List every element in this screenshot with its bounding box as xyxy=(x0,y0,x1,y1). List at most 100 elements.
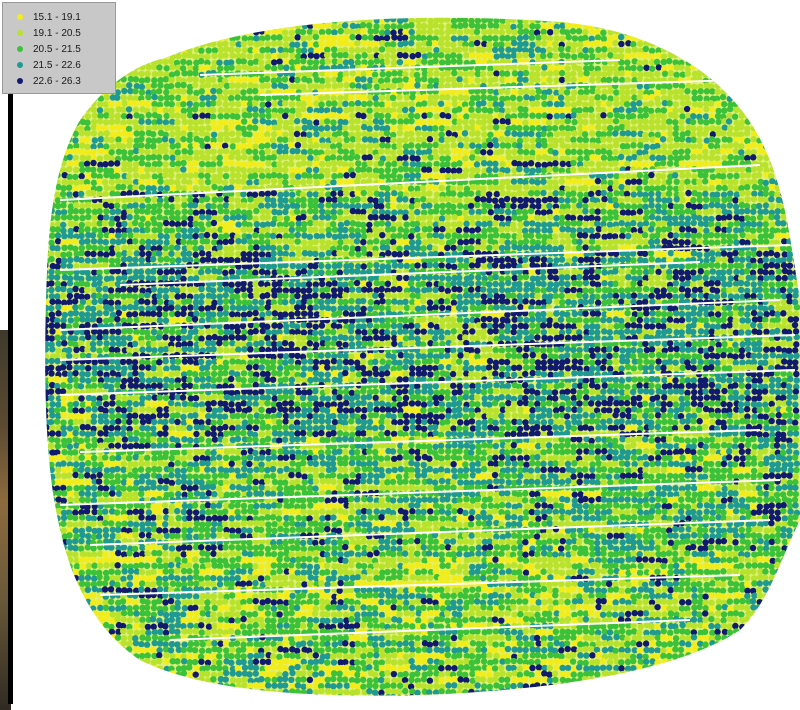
yield-point xyxy=(378,94,386,101)
yield-point xyxy=(349,112,356,119)
yield-point xyxy=(780,213,787,221)
yield-point xyxy=(421,83,428,91)
yield-point xyxy=(372,118,380,125)
yield-point xyxy=(347,53,355,60)
yield-point xyxy=(133,143,140,150)
yield-point xyxy=(180,17,187,23)
yield-point xyxy=(624,83,631,90)
yield-point xyxy=(233,88,241,96)
yield-point xyxy=(426,136,434,143)
yield-point xyxy=(671,17,679,23)
yield-point xyxy=(138,53,146,60)
yield-point xyxy=(247,196,254,203)
yield-point xyxy=(517,28,524,36)
yield-point xyxy=(487,101,494,108)
yield-point xyxy=(588,17,595,24)
yield-point xyxy=(733,119,741,127)
yield-point xyxy=(264,136,271,143)
yield-point xyxy=(115,131,122,138)
yield-point xyxy=(517,112,524,119)
yield-point xyxy=(481,40,488,48)
yield-point xyxy=(204,148,212,156)
yield-point xyxy=(751,35,758,42)
yield-point xyxy=(120,119,127,127)
yield-point xyxy=(786,238,793,245)
yield-point xyxy=(487,87,494,95)
yield-point xyxy=(781,172,788,179)
yield-point xyxy=(415,46,422,54)
yield-point xyxy=(168,17,175,24)
yield-point xyxy=(672,81,680,89)
yield-point xyxy=(750,149,758,156)
yield-point xyxy=(276,118,284,126)
yield-point xyxy=(108,118,116,126)
yield-point xyxy=(251,191,259,198)
yield-point xyxy=(768,190,776,197)
yield-point xyxy=(389,41,397,48)
yield-point xyxy=(433,191,441,198)
yield-point xyxy=(156,201,163,209)
yield-point xyxy=(401,71,409,78)
yield-point xyxy=(792,244,799,251)
yield-point xyxy=(690,136,697,144)
yield-point xyxy=(253,95,260,102)
yield-point xyxy=(282,226,289,234)
yield-point xyxy=(389,195,397,203)
yield-point xyxy=(233,107,241,115)
yield-point xyxy=(749,17,757,23)
yield-point xyxy=(624,130,632,137)
yield-point xyxy=(612,17,620,23)
yield-point xyxy=(443,143,451,150)
yield-point xyxy=(127,63,135,71)
yield-point xyxy=(774,184,782,192)
yield-point xyxy=(618,76,626,84)
yield-point xyxy=(475,106,482,114)
yield-point xyxy=(780,52,788,60)
yield-point xyxy=(636,178,643,185)
yield-point xyxy=(402,28,409,36)
yield-point xyxy=(113,172,121,180)
yield-point xyxy=(521,214,529,221)
yield-point xyxy=(678,118,685,126)
yield-point xyxy=(792,28,799,36)
yield-point xyxy=(689,28,697,36)
yield-point xyxy=(276,136,284,143)
yield-point xyxy=(174,142,182,149)
yield-point xyxy=(102,239,109,246)
yield-point xyxy=(397,226,404,233)
yield-point xyxy=(372,95,379,102)
yield-point xyxy=(541,17,548,23)
yield-point xyxy=(78,227,85,234)
yield-point xyxy=(756,214,764,221)
yield-point xyxy=(461,209,469,217)
yield-point xyxy=(773,28,781,35)
yield-point xyxy=(659,173,667,180)
yield-point xyxy=(367,148,374,156)
yield-point xyxy=(785,71,793,78)
yield-point xyxy=(577,89,585,96)
yield-point xyxy=(426,118,434,126)
yield-point xyxy=(337,52,344,59)
yield-point xyxy=(343,202,350,210)
yield-point xyxy=(769,221,776,228)
yield-point xyxy=(235,23,242,30)
yield-point xyxy=(553,17,560,24)
yield-point xyxy=(637,51,644,59)
yield-point xyxy=(468,172,476,179)
yield-point xyxy=(450,124,458,132)
yield-point xyxy=(461,17,469,24)
yield-point xyxy=(479,70,487,78)
yield-point xyxy=(289,17,296,24)
yield-point xyxy=(348,226,355,234)
yield-point xyxy=(294,64,301,71)
yield-point xyxy=(217,65,224,72)
yield-point xyxy=(217,93,224,101)
yield-point xyxy=(331,226,339,233)
yield-point xyxy=(48,106,55,114)
yield-point xyxy=(373,89,381,96)
yield-point xyxy=(672,28,679,35)
yield-point xyxy=(761,28,769,35)
yield-point xyxy=(401,106,409,114)
yield-point xyxy=(264,214,271,221)
yield-point xyxy=(438,232,445,240)
